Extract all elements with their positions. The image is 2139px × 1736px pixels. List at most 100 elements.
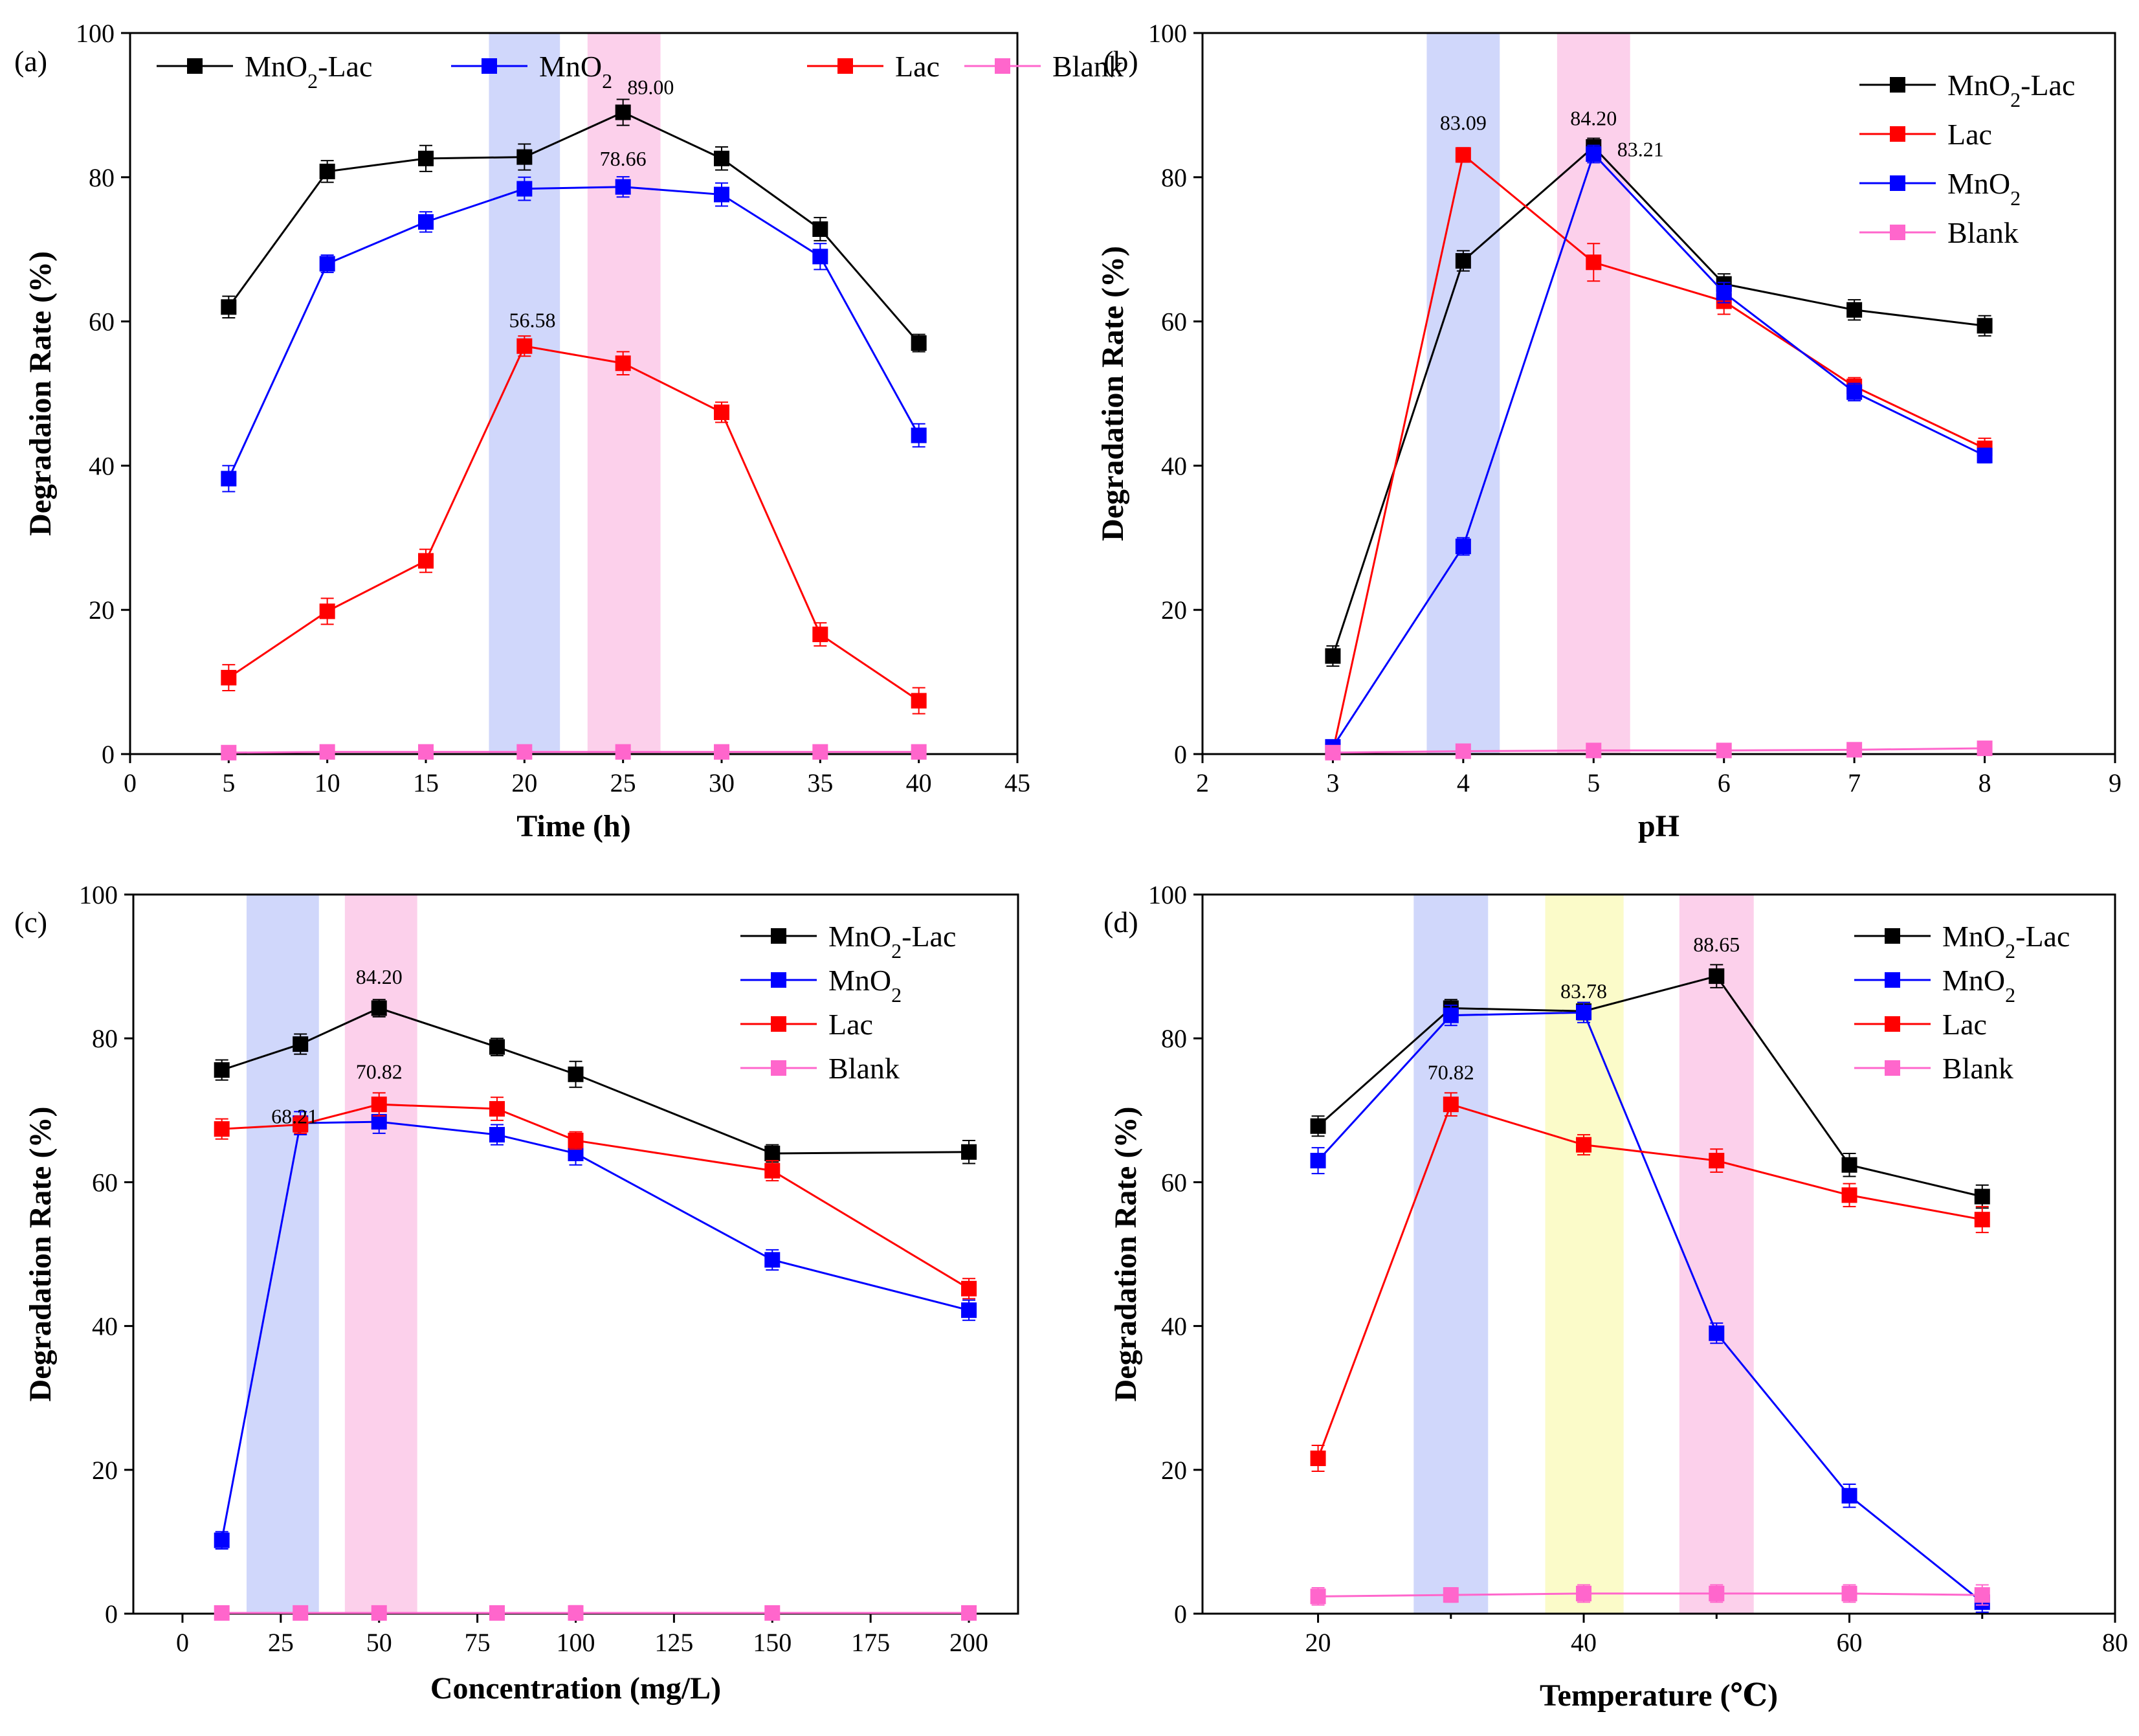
legend-marker xyxy=(1885,1060,1900,1076)
legend-label: MnO2 xyxy=(828,964,902,1007)
series-lac xyxy=(1310,1092,1990,1473)
data-point xyxy=(1586,146,1602,162)
legend-item-lac: Lac xyxy=(1859,118,1992,151)
x-tick-label: 25 xyxy=(268,1628,294,1657)
series-line-lac xyxy=(221,1103,970,1290)
y-tick-label: 60 xyxy=(1161,307,1187,337)
data-point xyxy=(961,1605,977,1621)
panel-label: (c) xyxy=(14,906,47,939)
data-point xyxy=(221,669,237,685)
legend-marker xyxy=(771,928,786,944)
data-point xyxy=(516,338,533,354)
data-point xyxy=(489,1605,505,1621)
data-point xyxy=(1709,1325,1725,1341)
legend-label: Blank xyxy=(1052,50,1124,83)
legend-item-mno2: MnO2 xyxy=(1854,964,2015,1007)
series-blank xyxy=(214,1605,977,1621)
data-point xyxy=(764,1145,781,1161)
data-point xyxy=(568,1066,584,1082)
legend-item-blank: Blank xyxy=(1859,216,2019,249)
series-line-mno2 xyxy=(1317,1011,1983,1603)
data-point xyxy=(516,149,533,165)
data-point xyxy=(1586,254,1602,271)
data-point xyxy=(418,214,434,230)
data-point xyxy=(293,1605,309,1621)
data-point xyxy=(214,1605,230,1621)
x-axis-title: Concentration (mg/L) xyxy=(430,1671,721,1706)
series-line-mno2 xyxy=(227,186,920,480)
data-point xyxy=(293,1117,309,1133)
data-point xyxy=(221,299,237,315)
y-tick-label: 20 xyxy=(1161,595,1187,625)
data-point xyxy=(1576,1137,1592,1153)
series-mno2 xyxy=(1325,144,1993,755)
data-point xyxy=(319,603,335,619)
legend: MnO2-Lac MnO2 Lac Blank xyxy=(157,50,1124,93)
y-tick-label: 80 xyxy=(1161,163,1187,192)
x-tick-label: 0 xyxy=(176,1628,189,1657)
data-point xyxy=(1709,968,1725,985)
data-point xyxy=(1325,744,1341,761)
legend-marker xyxy=(1890,126,1905,142)
data-point xyxy=(221,471,237,487)
data-point xyxy=(1841,1487,1857,1504)
x-tick-label: 40 xyxy=(906,768,932,797)
legend-label: MnO2 xyxy=(1947,167,2021,210)
panel-b: 2 3 4 5 6 7 8 9 0 20 40 60 80 100 pH Degradation Rate (… xyxy=(1096,19,2122,843)
legend-marker xyxy=(1885,1016,1900,1032)
value-annotation: 89.00 xyxy=(627,76,674,99)
x-tick-label: 0 xyxy=(124,768,137,797)
highlight-band-2 xyxy=(587,33,661,754)
data-point xyxy=(714,186,729,203)
panel-label: (a) xyxy=(14,45,47,78)
data-point xyxy=(1709,1153,1725,1169)
legend-item-mno2-lac: MnO2-Lac xyxy=(1859,69,2075,111)
data-point xyxy=(1455,539,1471,555)
y-tick-label: 40 xyxy=(92,1312,118,1341)
y-tick-label: 80 xyxy=(92,1024,118,1053)
data-point xyxy=(961,1144,977,1160)
highlight-band-1 xyxy=(1426,33,1500,754)
x-tick-label: 45 xyxy=(1004,768,1030,797)
legend-label: Blank xyxy=(1942,1052,2013,1085)
data-point xyxy=(1443,1096,1459,1113)
legend-marker xyxy=(1885,972,1900,988)
y-tick-label: 0 xyxy=(105,1599,118,1629)
legend-marker xyxy=(837,58,853,74)
data-point xyxy=(812,249,828,265)
data-point xyxy=(1977,740,1993,757)
legend-marker xyxy=(771,1060,786,1076)
series-line-mno2-lac xyxy=(1332,145,1985,656)
value-annotation: 83.09 xyxy=(1440,111,1487,134)
value-annotation: 84.20 xyxy=(1570,107,1617,130)
series-blank xyxy=(1310,1584,1990,1606)
series-blank xyxy=(221,744,927,761)
data-point xyxy=(371,1096,387,1113)
data-point xyxy=(293,1036,309,1052)
legend-label: MnO2-Lac xyxy=(1942,920,2070,963)
series-line-blank xyxy=(1333,747,1985,754)
legend-item-lac: Lac xyxy=(1854,1008,1987,1041)
series-lac xyxy=(214,1092,977,1300)
data-point xyxy=(371,1114,387,1130)
data-point xyxy=(1455,253,1471,269)
x-tick-label: 25 xyxy=(610,768,636,797)
y-tick-label: 0 xyxy=(1174,1599,1187,1629)
series-mno2 xyxy=(1310,1001,1990,1613)
data-point xyxy=(1716,742,1732,759)
data-point xyxy=(961,1302,977,1319)
series-lac xyxy=(221,335,927,715)
y-tick-label: 20 xyxy=(89,595,115,625)
legend-marker xyxy=(1890,77,1905,93)
series-mno2-lac xyxy=(221,98,927,353)
y-tick-label: 60 xyxy=(1161,1168,1187,1197)
legend-label: MnO2 xyxy=(539,50,612,93)
x-axis-title: pH xyxy=(1638,809,1679,843)
x-tick-label: 5 xyxy=(1587,768,1600,797)
x-tick-label: 8 xyxy=(1978,768,1991,797)
x-tick-label: 5 xyxy=(222,768,235,797)
legend-marker xyxy=(771,1016,786,1032)
legend-label: MnO2-Lac xyxy=(828,920,956,963)
x-tick-label: 100 xyxy=(557,1628,595,1657)
data-point xyxy=(568,1605,584,1621)
